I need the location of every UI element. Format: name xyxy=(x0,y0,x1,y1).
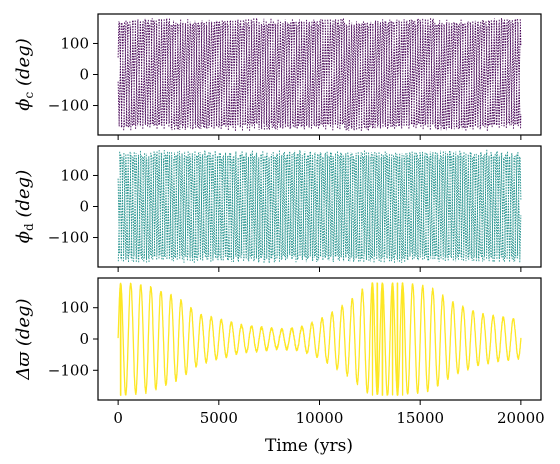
panel-bottom: 100 0 −100 0 5000 10000 15000 20000 Δϖ (deg) xyxy=(13,277,545,427)
y-tick-label: 100 xyxy=(60,34,89,52)
y-tick-label: 100 xyxy=(60,299,89,317)
panels: 100 0 −100 ϕc (deg) 100 0 −100 ϕd (deg) 100 0 −100… xyxy=(13,13,545,427)
series-middle xyxy=(117,149,522,263)
x-tick-label: 10000 xyxy=(296,409,344,427)
x-axis-label: Time (yrs) xyxy=(265,436,353,456)
y-tick-label: 0 xyxy=(79,66,89,84)
y-tick-label: −100 xyxy=(48,97,89,115)
panel-middle: 100 0 −100 ϕd (deg) xyxy=(13,145,542,272)
y-axis-label: ϕc (deg) xyxy=(13,38,36,110)
y-axis-label: Δϖ (deg) xyxy=(13,298,34,380)
data-line xyxy=(117,17,522,131)
x-tick-label: 20000 xyxy=(497,409,545,427)
panel-top: 100 0 −100 ϕc (deg) xyxy=(13,13,542,140)
y-axis-label: ϕd (deg) xyxy=(13,170,36,243)
series-bottom xyxy=(117,282,522,396)
data-line xyxy=(117,282,522,396)
series-top xyxy=(117,17,522,131)
data-line xyxy=(117,149,522,263)
y-tick-label: −100 xyxy=(48,361,89,379)
x-tick-label: 0 xyxy=(113,409,123,427)
y-tick-label: −100 xyxy=(48,229,89,247)
y-tick-label: 0 xyxy=(79,330,89,348)
x-tick-label: 5000 xyxy=(200,409,238,427)
y-tick-label: 0 xyxy=(79,198,89,216)
x-tick-label: 15000 xyxy=(396,409,444,427)
y-tick-label: 100 xyxy=(60,166,89,184)
